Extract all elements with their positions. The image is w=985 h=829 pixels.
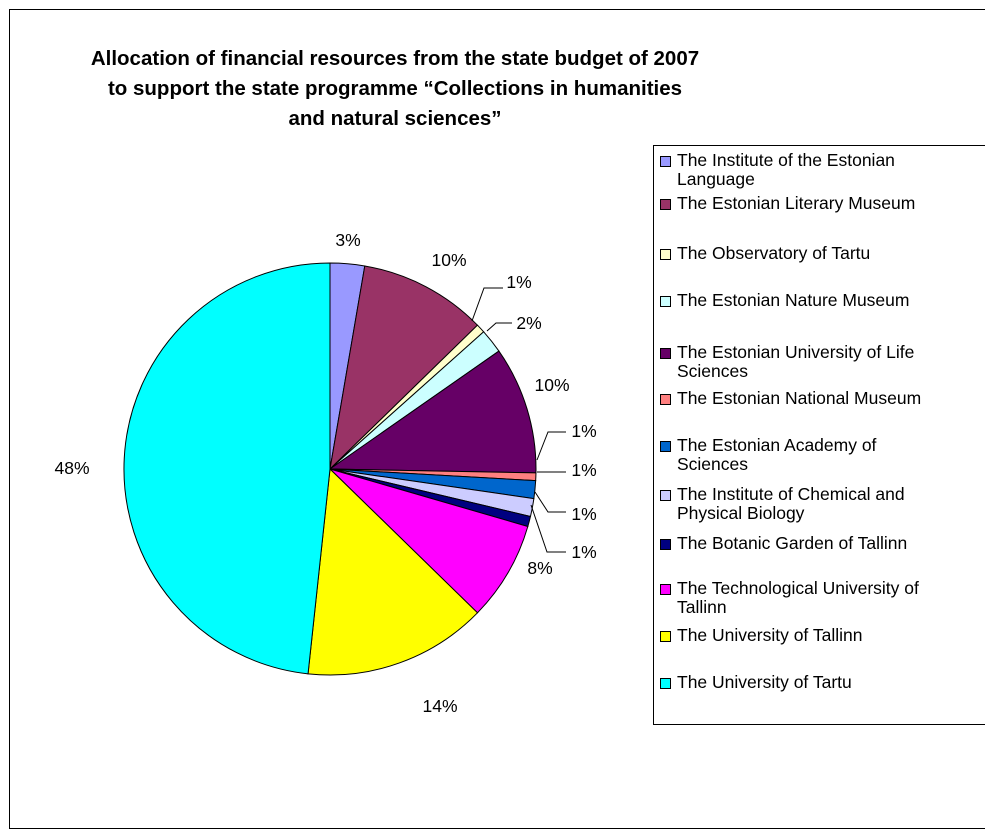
legend-item: The Estonian University of Life Sciences xyxy=(658,343,985,381)
data-label: 8% xyxy=(527,558,552,578)
legend-label: The Estonian Academy of xyxy=(677,435,877,455)
legend-item: The Observatory of Tartu xyxy=(658,244,985,263)
legend-label: The Estonian Literary Museum xyxy=(677,193,916,213)
legend-swatch xyxy=(660,584,671,595)
legend-label: The Estonian Nature Museum xyxy=(677,290,910,310)
legend-label: The Observatory of Tartu xyxy=(677,243,871,263)
legend-swatch xyxy=(660,539,671,550)
legend-swatch xyxy=(660,199,671,210)
legend-label: Language xyxy=(677,169,755,189)
leader-line xyxy=(536,431,566,461)
legend-item: The Estonian Academy of Sciences xyxy=(658,436,985,474)
legend-label: The University of Tartu xyxy=(677,672,852,692)
leader-line xyxy=(471,287,503,322)
chart-title-line-3: and natural sciences” xyxy=(288,107,502,130)
chart-title-line-1: Allocation of financial resources from t… xyxy=(90,47,700,70)
legend-swatch xyxy=(660,156,671,167)
legend-label: The Botanic Garden of Tallinn xyxy=(677,533,908,553)
legend-label: The Estonian National Museum xyxy=(677,388,922,408)
data-label: 1% xyxy=(571,542,596,562)
leader-line xyxy=(534,491,566,513)
chart-title-line-2: to support the state programme “Collecti… xyxy=(107,77,683,100)
pie-slice xyxy=(307,467,479,676)
data-label: 10% xyxy=(534,375,569,395)
leader-line xyxy=(530,504,566,553)
data-label: 2% xyxy=(516,313,541,333)
legend-label: Tallinn xyxy=(677,597,727,617)
legend-swatch xyxy=(660,631,671,642)
data-label: 3% xyxy=(335,230,360,250)
chart-title: Allocation of financial resources from t… xyxy=(0,44,790,134)
legend-label: Sciences xyxy=(677,361,749,381)
legend-swatch xyxy=(660,348,671,359)
pie-slice xyxy=(328,350,537,474)
legend-label: The University of Tallinn xyxy=(677,625,863,645)
legend-label: Physical Biology xyxy=(677,503,805,523)
data-label: 1% xyxy=(571,504,596,524)
legend-item: The Botanic Garden of Tallinn xyxy=(658,534,985,553)
legend-swatch xyxy=(660,490,671,501)
legend-item: The Institute of the Estonian Language xyxy=(658,151,985,189)
legend-label: The Institute of Chemical and xyxy=(677,484,905,504)
pie-slice xyxy=(329,468,529,614)
legend-label: The Estonian University of Life xyxy=(677,342,915,362)
legend-item: The Technological University of Tallinn xyxy=(658,579,985,617)
legend-item: The Estonian Literary Museum xyxy=(658,194,985,213)
chart-area: Allocation of financial resources from t… xyxy=(0,9,985,829)
legend-swatch xyxy=(660,394,671,405)
pie-slice xyxy=(123,262,331,675)
data-label: 48% xyxy=(54,458,89,478)
data-label: 1% xyxy=(571,460,596,480)
data-label: 1% xyxy=(571,421,596,441)
data-label: 1% xyxy=(506,272,531,292)
data-label: 10% xyxy=(431,250,466,270)
legend-label: The Institute of the Estonian xyxy=(677,150,895,170)
legend-item: The Institute of Chemical and Physical Bi… xyxy=(658,485,985,523)
legend-swatch xyxy=(660,441,671,452)
legend-swatch xyxy=(660,296,671,307)
legend-swatch xyxy=(660,678,671,689)
legend-item: The Estonian Nature Museum xyxy=(658,291,985,310)
legend-item: The University of Tartu xyxy=(658,673,985,692)
legend-item: The University of Tallinn xyxy=(658,626,985,645)
pie-chart: 3% 10% 1% 2% 10% 1% 1% 1% 1% 8% 14% 48% xyxy=(54,230,596,716)
legend-label: The Technological University of xyxy=(677,578,919,598)
legend-label: Sciences xyxy=(677,454,749,474)
pie-slice xyxy=(329,265,479,471)
leader-line xyxy=(486,322,512,332)
data-label: 14% xyxy=(422,696,457,716)
chart-legend: The Institute of the Estonian Language The… xyxy=(653,145,985,725)
legend-item: The Estonian National Museum xyxy=(658,389,985,408)
legend-swatch xyxy=(660,249,671,260)
